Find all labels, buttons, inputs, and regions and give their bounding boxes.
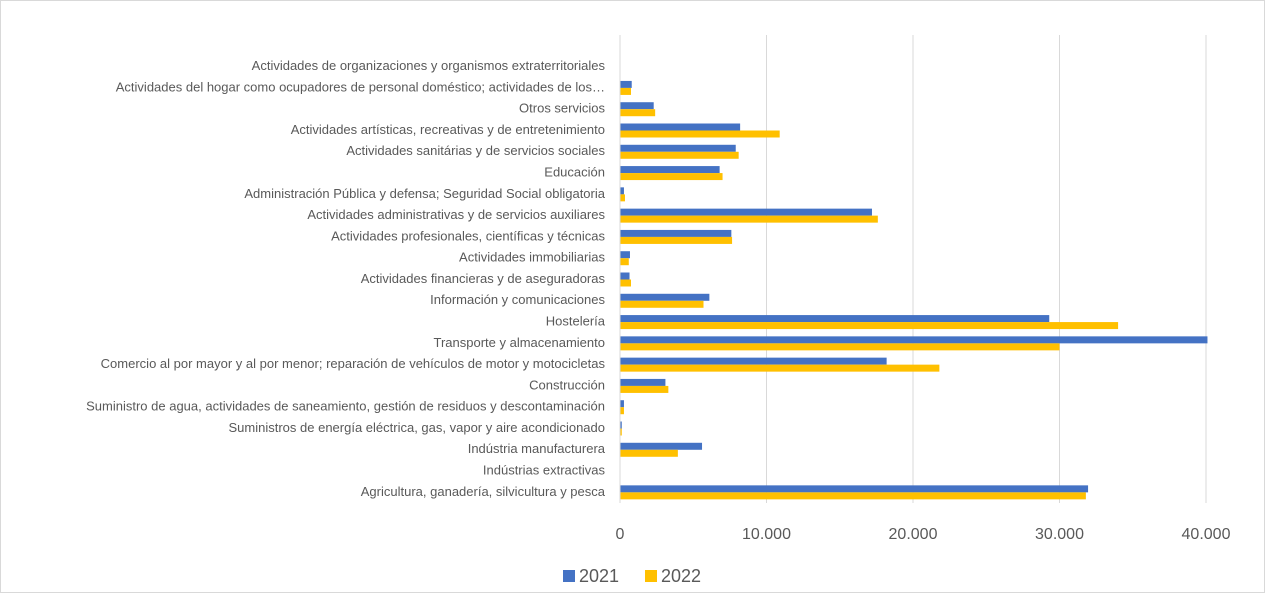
- bar: [620, 124, 740, 131]
- y-tick-label: Indústrias extractivas: [483, 463, 606, 478]
- y-tick-label: Administración Pública y defensa; Seguri…: [244, 186, 605, 201]
- legend-swatch: [645, 570, 657, 582]
- bar: [620, 209, 872, 216]
- bar: [620, 258, 629, 265]
- bar: [620, 294, 709, 301]
- y-tick-label: Suministros de energía eléctrica, gas, v…: [229, 420, 606, 435]
- bar: [620, 152, 739, 159]
- bar: [620, 216, 878, 223]
- bar: [620, 336, 1207, 343]
- bar: [620, 301, 704, 308]
- bar: [620, 280, 631, 287]
- y-tick-label: Actividades del hogar como ocupadores de…: [116, 79, 605, 94]
- bar: [620, 379, 665, 386]
- bar: [620, 230, 731, 237]
- y-tick-label: Información y comunicaciones: [430, 292, 605, 307]
- bar: [620, 315, 1049, 322]
- y-tick-label: Educación: [544, 165, 605, 180]
- y-tick-label: Construcción: [529, 377, 605, 392]
- y-tick-label: Comercio al por mayor y al por menor; re…: [101, 356, 606, 371]
- bar: [620, 450, 678, 457]
- x-tick-label: 40.000: [1182, 526, 1231, 543]
- bar: [620, 145, 736, 152]
- bar: [620, 407, 624, 414]
- y-tick-label: Hostelería: [546, 314, 606, 329]
- legend-label: 2022: [661, 566, 701, 586]
- bar: [620, 443, 702, 450]
- bar: [620, 88, 631, 95]
- bar: [620, 492, 1086, 499]
- bar: [620, 102, 654, 109]
- legend-swatch: [563, 570, 575, 582]
- bar: [620, 485, 1088, 492]
- y-tick-label: Actividades administrativas y de servici…: [307, 207, 605, 222]
- bar: [620, 187, 624, 194]
- bar: [620, 109, 655, 116]
- bar: [620, 81, 632, 88]
- bar: [620, 273, 630, 280]
- x-tick-label: 10.000: [742, 526, 791, 543]
- bar: [620, 386, 668, 393]
- y-tick-label: Otros servicios: [519, 101, 605, 116]
- y-tick-label: Suministro de agua, actividades de sanea…: [86, 399, 605, 414]
- bar: [620, 343, 1060, 350]
- y-tick-label: Transporte y almacenamiento: [434, 335, 606, 350]
- x-tick-label: 20.000: [889, 526, 938, 543]
- bar: [620, 131, 780, 138]
- bar: [620, 365, 939, 372]
- y-tick-label: Actividades immobiliarias: [459, 250, 605, 265]
- x-tick-label: 30.000: [1035, 526, 1084, 543]
- y-tick-label: Actividades profesionales, científicas y…: [331, 228, 605, 243]
- bar: [620, 322, 1118, 329]
- bar: [620, 358, 887, 365]
- bar: [620, 251, 630, 258]
- y-tick-label: Agricultura, ganadería, silvicultura y p…: [361, 484, 606, 499]
- y-tick-label: Indústria manufacturera: [468, 441, 606, 456]
- bar: [620, 173, 723, 180]
- bar: [620, 194, 625, 201]
- y-tick-label: Actividades sanitárias y de servicios so…: [346, 143, 605, 158]
- y-tick-label: Actividades de organizaciones y organism…: [252, 58, 606, 73]
- x-tick-label: 0: [616, 526, 625, 543]
- bar: [620, 237, 732, 244]
- y-tick-label: Actividades artísticas, recreativas y de…: [291, 122, 605, 137]
- bar: [620, 400, 624, 407]
- bar: [620, 166, 720, 173]
- y-tick-label: Actividades financieras y de aseguradora…: [361, 271, 606, 286]
- legend-label: 2021: [579, 566, 619, 586]
